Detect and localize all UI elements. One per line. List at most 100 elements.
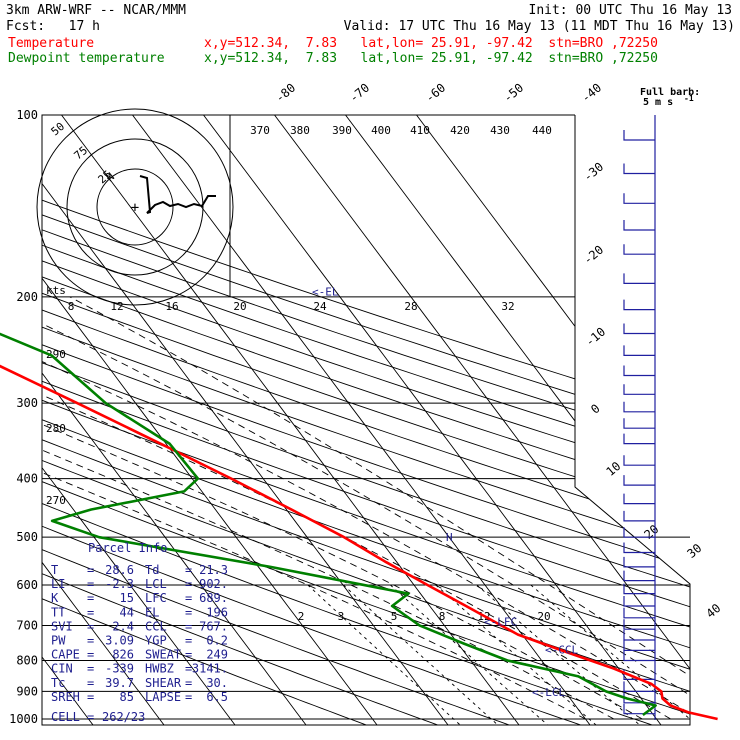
- dry-adiabat-line: [42, 115, 690, 725]
- hodograph-speed-label: 20: [233, 300, 246, 313]
- pressure-label: 600: [16, 578, 38, 592]
- mixing-ratio-label: 2: [298, 610, 305, 623]
- pressure-label: 800: [16, 653, 38, 667]
- dry-adiabat-line: [42, 115, 690, 725]
- parcel-key: SVI: [51, 619, 73, 633]
- parcel-value: 6.5: [206, 690, 228, 704]
- isotherm-label: -10: [583, 325, 609, 350]
- parcel-marker: <-LCL: [532, 686, 565, 699]
- parcel-value: 689.: [199, 591, 228, 605]
- sounding-series: [0, 332, 718, 721]
- dry-adiabat-line: [42, 115, 690, 725]
- parcel-value: 0.2: [206, 634, 228, 648]
- parcel-key: Td: [145, 563, 159, 577]
- parcel-equals: =: [87, 591, 94, 605]
- parcel-value: 21.3: [199, 563, 228, 577]
- mixing-ratio-line: [307, 584, 468, 725]
- hodograph-ring: [66, 138, 204, 276]
- wind-barb: [623, 493, 655, 505]
- mixing-ratio-label: 3: [338, 610, 345, 623]
- wind-barb: [623, 475, 655, 486]
- isotherm-line: [416, 115, 690, 725]
- parcel-key: CCL: [145, 619, 167, 633]
- wind-barb: [623, 640, 655, 652]
- isotherm-line: [274, 115, 690, 725]
- plot-frame: [41, 114, 691, 726]
- temperature-legend-label: Temperature: [8, 36, 95, 51]
- hodograph-unit: kts: [46, 284, 66, 297]
- wind-barb: [623, 365, 655, 377]
- wind-barb: [623, 619, 655, 630]
- dry-adiabat-line: [42, 115, 385, 725]
- dry-adiabat-line: [42, 115, 690, 725]
- isotherm-label: -20: [581, 243, 607, 268]
- parcel-equals: =: [185, 563, 192, 577]
- pressure-label: 400: [16, 472, 38, 486]
- wind-barb: [623, 273, 655, 284]
- dry-adiabat-line: [42, 115, 690, 725]
- isotherm-label: -60: [423, 81, 449, 106]
- parcel-value: 249: [206, 648, 228, 662]
- parcel-value: 15: [120, 591, 134, 605]
- dry-adiabat-line: [42, 115, 690, 725]
- parcel-equals: =: [185, 634, 192, 648]
- hodograph-trace: [139, 175, 216, 214]
- dry-adiabat-line: [42, 115, 690, 725]
- hodograph-speed-label: 8: [68, 300, 75, 313]
- parcel-equals: =: [87, 676, 94, 690]
- dewpoint-line: [0, 332, 657, 717]
- parcel-value: -339: [105, 662, 134, 676]
- mixing-ratio-line: [530, 584, 690, 725]
- parcel-key: YGP: [145, 634, 167, 648]
- wind-barb: [623, 650, 655, 662]
- parcel-marker: <-EL: [312, 286, 339, 299]
- parcel-key: PW: [51, 634, 66, 648]
- parcel-equals: =: [87, 577, 94, 591]
- valid-time: Valid: 17 UTC Thu 16 May 13 (11 MDT Thu …: [343, 19, 735, 34]
- isotherm-label: 10: [603, 459, 623, 479]
- pressure-label: 200: [16, 290, 38, 304]
- theta-label: 420: [450, 124, 470, 137]
- parcel-equals: =: [87, 648, 94, 662]
- isotherm-line: [345, 115, 690, 725]
- parcel-value: 3141.: [192, 662, 228, 676]
- hodograph-speed-label: 16: [165, 300, 178, 313]
- parcel-value: 28.6: [105, 563, 134, 577]
- pressure-label: 300: [16, 396, 38, 410]
- wind-barb: [623, 130, 655, 141]
- moist-adiabat-line: [42, 296, 690, 720]
- wind-barb: [623, 556, 655, 568]
- isotherm-line: [203, 115, 667, 725]
- pressure-label: 100: [16, 108, 38, 122]
- parcel-value: 39.7: [105, 676, 134, 690]
- parcel-equals: =: [185, 605, 192, 619]
- parcel-key: LCL: [145, 577, 167, 591]
- isotherm-label: 0: [588, 401, 603, 416]
- parcel-equals: =: [87, 690, 94, 704]
- mixing-ratio-label: 5: [391, 610, 398, 623]
- isotherm-line: [42, 115, 454, 725]
- dry-adiabat-line: [42, 115, 457, 725]
- parcel-equals: =: [87, 563, 94, 577]
- hodograph-ring: [96, 168, 174, 246]
- temperature-legend-info: x,y=512.34, 7.83 lat,lon= 25.91, -97.42 …: [204, 36, 658, 51]
- wind-barb: [623, 510, 655, 522]
- dewpoint-legend-info: x,y=512.34, 7.83 lat,lon= 25.91, -97.42 …: [204, 51, 658, 66]
- wind-barb: [623, 596, 655, 607]
- dry-adiabat-line: [42, 115, 690, 725]
- parcel-equals: =: [87, 619, 94, 633]
- parcel-value: 3.09: [105, 634, 134, 648]
- dry-adiabat-line: [42, 115, 690, 725]
- isotherm-label: -40: [579, 81, 605, 106]
- pressure-label: 1000: [9, 712, 38, 726]
- parcel-equals: =: [185, 577, 192, 591]
- wind-barb: [623, 193, 655, 204]
- theta-side-label: 280: [46, 422, 66, 435]
- isotherm-line: [42, 115, 312, 725]
- wind-barb: [623, 384, 655, 395]
- parcel-equals: =: [185, 690, 192, 704]
- theta-side-label: 270: [46, 494, 66, 507]
- init-time: Init: 00 UTC Thu 16 May 13: [528, 3, 733, 18]
- parcel-value: 44: [120, 605, 134, 619]
